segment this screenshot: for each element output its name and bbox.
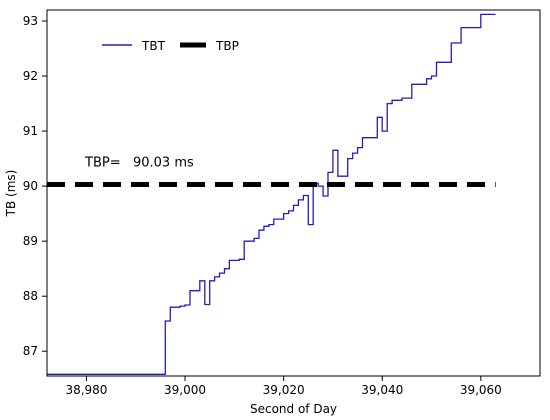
- x-ticks: 38,980 39,000 39,020 39,040 39,060: [65, 376, 502, 397]
- legend: TBT TBP: [102, 39, 239, 53]
- series-tbt-line: [47, 13, 496, 375]
- y-tick-label: 91: [23, 124, 38, 138]
- x-tick-label: 39,060: [460, 383, 502, 397]
- x-axis-title: Second of Day: [250, 402, 337, 416]
- legend-label-tbt: TBT: [141, 39, 166, 53]
- y-tick-label: 92: [23, 69, 38, 83]
- x-tick-label: 39,000: [164, 383, 206, 397]
- plot-layer: [47, 13, 496, 375]
- y-ticks: 87 88 89 90 91 92 93: [23, 14, 47, 358]
- y-tick-label: 90: [23, 179, 38, 193]
- y-tick-label: 93: [23, 14, 38, 28]
- x-tick-label: 39,040: [361, 383, 403, 397]
- y-tick-label: 88: [23, 289, 38, 303]
- y-axis-title: TB (ms): [4, 170, 18, 218]
- x-tick-label: 39,020: [263, 383, 305, 397]
- legend-label-tbp: TBP: [215, 39, 239, 53]
- plot-frame: [46, 9, 541, 377]
- y-tick-label: 87: [23, 344, 38, 358]
- tbp-annotation: TBP= 90.03 ms: [84, 155, 194, 170]
- y-tick-label: 89: [23, 234, 38, 248]
- x-tick-label: 38,980: [65, 383, 107, 397]
